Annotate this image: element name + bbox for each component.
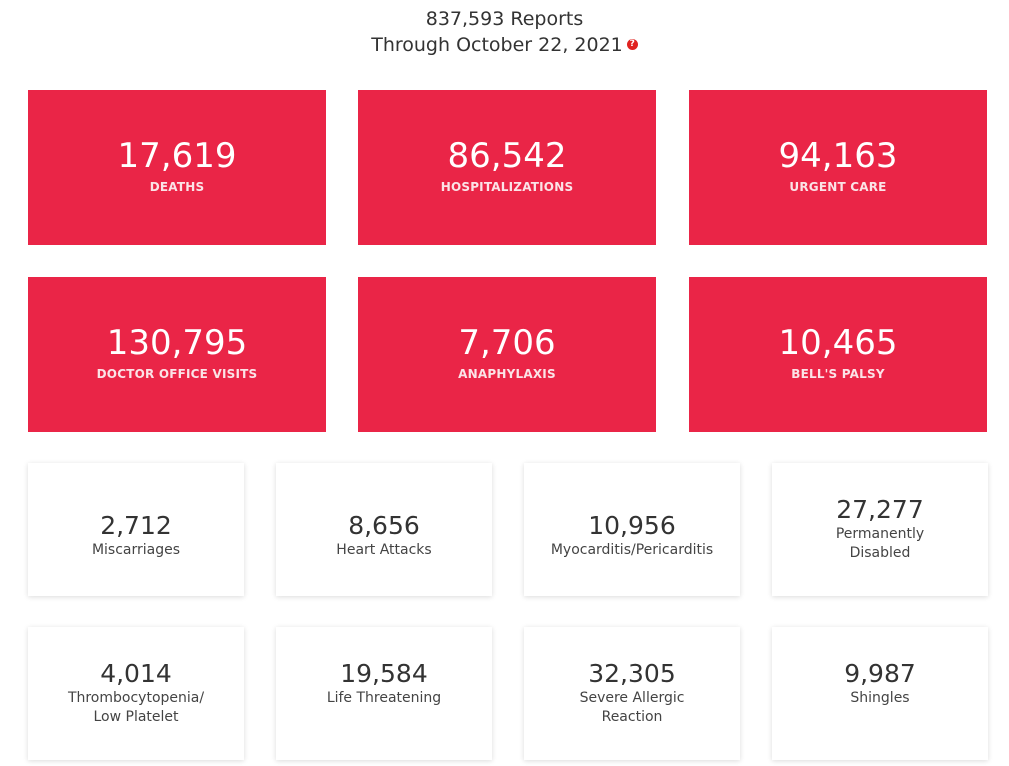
- stat-label: ANAPHYLAXIS: [458, 367, 556, 381]
- stat-card-hospitalizations: 86,542 HOSPITALIZATIONS: [358, 90, 656, 245]
- stat-label: Life Threatening: [326, 690, 442, 706]
- stat-card-bells-palsy: 10,465 BELL'S PALSY: [689, 277, 987, 432]
- stat-label: Shingles: [850, 690, 910, 706]
- stat-card-doctor-office-visits: 130,795 DOCTOR OFFICE VISITS: [28, 277, 326, 432]
- stat-value: 7,706: [458, 323, 556, 363]
- stat-card-life-threatening: 19,584 Life Threatening: [276, 627, 492, 760]
- stat-card-deaths: 17,619 DEATHS: [28, 90, 326, 245]
- stat-value: 2,712: [100, 511, 172, 540]
- stat-label: Miscarriages: [91, 542, 181, 558]
- stat-value: 8,656: [348, 511, 420, 540]
- stat-card-thrombocytopenia: 4,014 Thrombocytopenia/ Low Platelet: [28, 627, 244, 760]
- stat-value: 9,987: [844, 659, 916, 688]
- stat-label: DOCTOR OFFICE VISITS: [96, 367, 258, 381]
- stat-label-line-1: Thrombocytopenia/: [67, 690, 205, 706]
- stat-label-line-2: Disabled: [849, 545, 911, 561]
- stat-value: 19,584: [340, 659, 428, 688]
- stat-value: 4,014: [100, 659, 172, 688]
- stat-label-line-1: Permanently: [835, 526, 925, 542]
- stat-value: 130,795: [106, 323, 248, 363]
- report-date-line: Through October 22, 2021?: [0, 32, 1009, 58]
- stat-value: 27,277: [836, 495, 924, 524]
- stat-card-severe-allergic-reaction: 32,305 Severe Allergic Reaction: [524, 627, 740, 760]
- stat-value: 17,619: [117, 136, 237, 176]
- stat-card-permanently-disabled: 27,277 Permanently Disabled: [772, 463, 988, 596]
- stat-card-myocarditis: 10,956 Myocarditis/Pericarditis: [524, 463, 740, 596]
- stat-label-line-2: Low Platelet: [93, 709, 179, 725]
- stat-label: URGENT CARE: [789, 180, 887, 194]
- stat-card-urgent-care: 94,163 URGENT CARE: [689, 90, 987, 245]
- stat-card-anaphylaxis: 7,706 ANAPHYLAXIS: [358, 277, 656, 432]
- report-header: 837,593 Reports Through October 22, 2021…: [0, 6, 1009, 58]
- stat-value: 10,956: [588, 511, 676, 540]
- stat-label: DEATHS: [149, 180, 205, 194]
- stat-value: 10,465: [778, 323, 898, 363]
- stat-card-heart-attacks: 8,656 Heart Attacks: [276, 463, 492, 596]
- report-date: Through October 22, 2021: [371, 34, 623, 56]
- stat-label-line-2: Reaction: [601, 709, 663, 725]
- stat-label-line-1: Severe Allergic: [579, 690, 685, 706]
- stat-card-shingles: 9,987 Shingles: [772, 627, 988, 760]
- stat-label: Heart Attacks: [336, 542, 432, 558]
- stat-label: HOSPITALIZATIONS: [440, 180, 574, 194]
- total-reports: 837,593 Reports: [425, 8, 584, 30]
- stat-value: 94,163: [778, 136, 898, 176]
- help-icon[interactable]: ?: [626, 39, 638, 50]
- stat-label: BELL'S PALSY: [791, 367, 885, 381]
- stat-value: 32,305: [588, 659, 676, 688]
- stat-card-miscarriages: 2,712 Miscarriages: [28, 463, 244, 596]
- stat-value: 86,542: [447, 136, 567, 176]
- stat-label: Myocarditis/Pericarditis: [550, 542, 714, 558]
